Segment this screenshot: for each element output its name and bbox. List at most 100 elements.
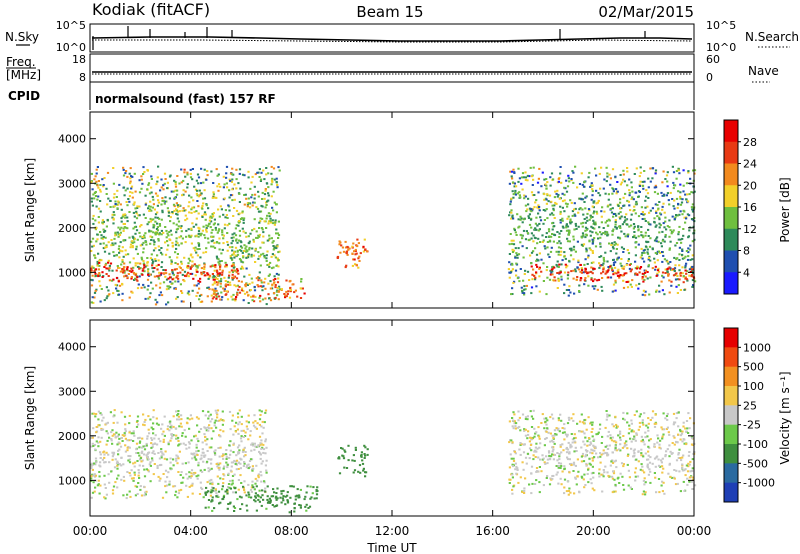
heatmap-cell — [623, 232, 626, 235]
heatmap-cell — [676, 206, 679, 209]
heatmap-cell — [176, 418, 179, 421]
heatmap-cell — [203, 213, 206, 216]
heatmap-cell — [612, 440, 615, 443]
heatmap-cell — [253, 414, 256, 417]
heatmap-cell — [103, 230, 106, 233]
heatmap-cell — [580, 271, 583, 274]
heatmap-cell — [630, 213, 633, 216]
heatmap-cell — [581, 244, 584, 247]
heatmap-cell — [240, 435, 243, 438]
heatmap-cell — [257, 444, 260, 447]
heatmap-cell — [276, 289, 279, 292]
heatmap-cell — [688, 193, 691, 196]
heatmap-cell — [98, 475, 101, 478]
heatmap-cell — [664, 178, 667, 180]
heatmap-cell — [674, 421, 677, 424]
heatmap-cell — [583, 218, 586, 220]
heatmap-cell — [648, 211, 651, 214]
heatmap-cell — [252, 294, 255, 297]
heatmap-cell — [538, 206, 541, 208]
heatmap-cell — [267, 192, 270, 195]
heatmap-cell — [215, 196, 218, 199]
heatmap-cell — [144, 265, 147, 268]
heatmap-cell — [233, 256, 236, 259]
heatmap-cell — [364, 248, 367, 251]
heatmap-cell — [626, 184, 629, 187]
heatmap-cell — [527, 239, 530, 242]
heatmap-cell — [237, 280, 240, 283]
heatmap-cell — [119, 228, 122, 231]
heatmap-cell — [299, 506, 302, 509]
heatmap-cell — [196, 194, 199, 197]
heatmap-cell — [175, 410, 178, 413]
heatmap-cell — [147, 205, 151, 208]
heatmap-cell — [598, 475, 601, 478]
heatmap-cell — [192, 473, 195, 476]
heatmap-cell — [557, 462, 561, 465]
heatmap-cell — [578, 430, 581, 433]
heatmap-cell — [180, 425, 183, 428]
heatmap-cell — [127, 198, 130, 200]
heatmap-cell — [252, 254, 256, 257]
heatmap-cell — [532, 234, 535, 237]
heatmap-cell — [508, 482, 511, 484]
heatmap-cell — [198, 294, 202, 297]
heatmap-cell — [691, 458, 694, 461]
heatmap-cell — [264, 440, 267, 443]
heatmap-cell — [661, 471, 664, 474]
heatmap-cell — [244, 247, 247, 250]
heatmap-cell — [152, 450, 155, 453]
heatmap-cell — [210, 427, 213, 430]
heatmap-cell — [185, 421, 189, 424]
heatmap-cell — [591, 465, 594, 468]
heatmap-cell — [169, 439, 172, 442]
heatmap-cell — [567, 233, 570, 236]
heatmap-cell — [550, 200, 553, 203]
heatmap-cell — [557, 466, 560, 469]
heatmap-cell — [163, 415, 166, 418]
heatmap-cell — [662, 254, 665, 257]
heatmap-cell — [572, 181, 575, 184]
heatmap-cell — [585, 450, 588, 453]
heatmap-cell — [670, 476, 674, 479]
heatmap-cell — [219, 435, 222, 438]
heatmap-cell — [232, 505, 235, 508]
heatmap-cell — [95, 168, 98, 171]
heatmap-cell — [655, 237, 658, 240]
heatmap-cell — [588, 239, 591, 242]
heatmap-cell — [230, 236, 233, 239]
heatmap-cell — [222, 494, 226, 497]
heatmap-cell — [592, 476, 595, 479]
heatmap-cell — [142, 241, 145, 244]
heatmap-cell — [184, 435, 187, 438]
heatmap-cell — [131, 244, 134, 247]
heatmap-cell — [530, 438, 533, 441]
heatmap-cell — [254, 420, 257, 423]
heatmap-cell — [167, 244, 170, 247]
heatmap-cell — [521, 172, 525, 175]
heatmap-cell — [276, 245, 279, 248]
y-tick-label: 1000 — [58, 474, 86, 487]
heatmap-cell — [105, 286, 108, 289]
heatmap-cell — [580, 236, 583, 239]
heatmap-cell — [231, 239, 234, 242]
heatmap-cell — [121, 268, 124, 270]
heatmap-cell — [512, 168, 515, 171]
heatmap-cell — [516, 469, 519, 471]
heatmap-cell — [340, 244, 343, 247]
heatmap-cell — [509, 170, 512, 173]
heatmap-cell — [513, 422, 516, 425]
heatmap-cell — [122, 227, 125, 230]
heatmap-cell — [153, 452, 156, 455]
heatmap-cell — [254, 445, 257, 448]
heatmap-cell — [112, 243, 115, 246]
heatmap-cell — [532, 178, 535, 181]
heatmap-cell — [141, 237, 144, 240]
heatmap-cell — [159, 189, 162, 192]
heatmap-cell — [90, 180, 93, 183]
heatmap-cell — [600, 255, 603, 258]
heatmap-cell — [202, 251, 205, 254]
heatmap-cell — [658, 226, 661, 229]
heatmap-cell — [180, 242, 183, 245]
heatmap-cell — [678, 269, 681, 272]
